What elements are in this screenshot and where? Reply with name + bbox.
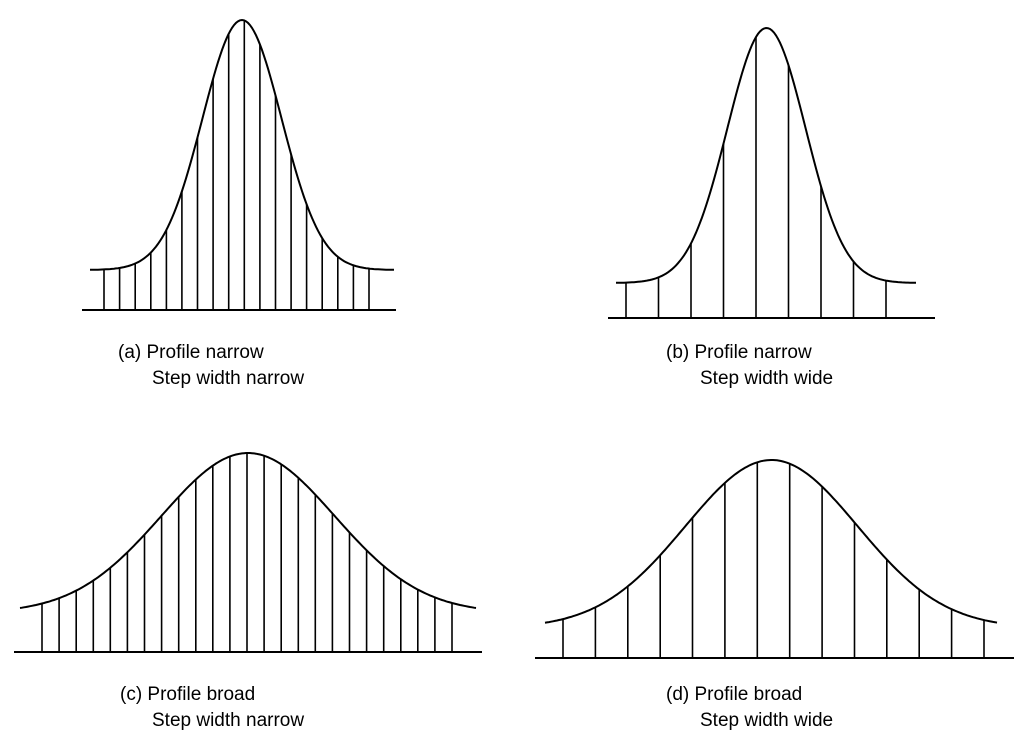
- panel-b-step-lines: [625, 37, 887, 318]
- panel-c-step-lines: [41, 453, 453, 652]
- panel-d-profile-curve: [544, 459, 998, 624]
- panel-d-caption-line-2: Step width wide: [700, 710, 833, 731]
- panel-a-profile-curve: [90, 18, 394, 271]
- panel-b-caption-line-2: Step width wide: [700, 368, 833, 389]
- panel-a-caption-line-1: (a) Profile narrow: [118, 342, 264, 363]
- panel-a-caption-line-2: Step width narrow: [152, 368, 304, 389]
- panel-c-caption-line-1: (c) Profile broad: [120, 684, 255, 705]
- panel-d: (d) Profile broad Step width wide: [535, 459, 1014, 731]
- panel-a-step-lines: [103, 20, 370, 310]
- panel-d-step-lines: [562, 462, 985, 658]
- panel-b-profile-curve: [616, 26, 916, 284]
- panel-a: (a) Profile narrow Step width narrow: [82, 18, 396, 389]
- panel-b-caption-line-1: (b) Profile narrow: [666, 342, 812, 363]
- panel-c: (c) Profile broad Step width narrow: [14, 452, 482, 731]
- panel-c-caption-line-2: Step width narrow: [152, 710, 304, 731]
- panel-b: (b) Profile narrow Step width wide: [608, 26, 935, 389]
- panel-d-caption-line-1: (d) Profile broad: [666, 684, 802, 705]
- panel-c-profile-curve: [19, 452, 477, 609]
